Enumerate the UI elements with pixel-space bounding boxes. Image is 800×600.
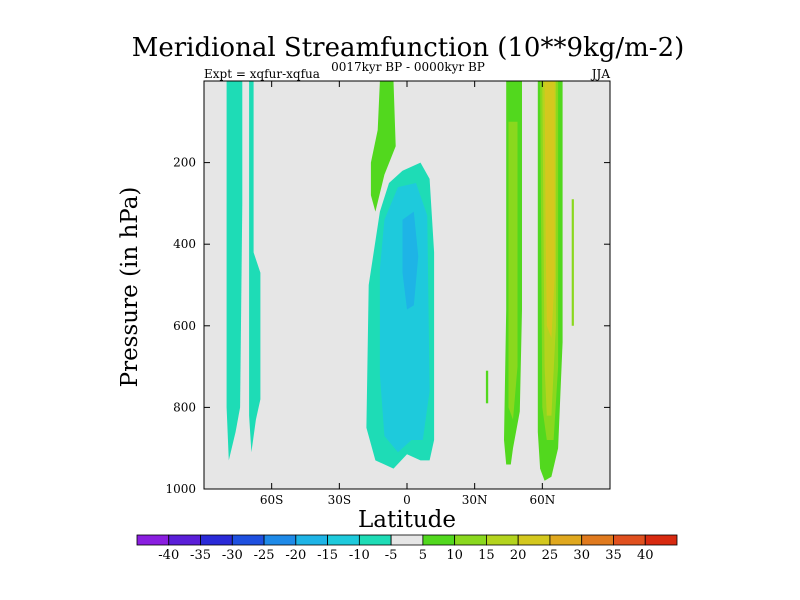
- colorbar-swatch: [486, 534, 519, 546]
- colorbar-swatch: [327, 534, 360, 546]
- chart-subtitle: 0017kyr BP - 0000kyr BP: [331, 60, 485, 74]
- nh-mid-specks: [485, 370, 489, 404]
- nh-outer-speck: [571, 199, 574, 326]
- chart-title: Meridional Streamfunction (10**9kg/m-2): [132, 33, 685, 63]
- x-tick-label: 60N: [529, 493, 555, 507]
- x-tick-label: 0: [403, 493, 411, 507]
- colorbar-label: 5: [419, 548, 427, 563]
- colorbar-label: -40: [158, 548, 179, 563]
- y-tick-label: 600: [173, 319, 196, 333]
- sh-polar-band: [226, 81, 243, 461]
- colorbar: -40 -35 -30 -25 -20 -15 -10 -5 5 10 15 20 25 30 35 40: [136, 534, 678, 563]
- colorbar-swatch: [581, 534, 614, 546]
- colorbar-swatch: [517, 534, 551, 546]
- x-axis-ticks: 60S 30S 0 30N 60N: [260, 81, 555, 507]
- colorbar-swatch: [136, 534, 170, 546]
- contour-regions: [226, 81, 574, 481]
- colorbar-label: 40: [637, 548, 654, 563]
- colorbar-swatch: [295, 534, 328, 546]
- sh-subpolar-band: [249, 81, 261, 453]
- colorbar-swatch: [390, 534, 424, 546]
- y-tick-label: 200: [173, 156, 196, 170]
- colorbar-label: -30: [222, 548, 243, 563]
- colorbar-swatch: [422, 534, 456, 546]
- x-tick-label: 30N: [462, 493, 488, 507]
- x-tick-label: 60S: [260, 493, 284, 507]
- nh-max-core: [544, 81, 555, 338]
- colorbar-label: -15: [317, 548, 338, 563]
- colorbar-label: -20: [285, 548, 306, 563]
- colorbar-label: 35: [605, 548, 622, 563]
- plot-area: 60S 30S 0 30N 60N 200 400 600 800 1000: [165, 80, 611, 507]
- season-label: JJA: [590, 67, 611, 81]
- y-axis-label: Pressure (in hPa): [117, 187, 143, 388]
- y-tick-label: 400: [173, 237, 196, 251]
- colorbar-label: 20: [510, 548, 527, 563]
- colorbar-label: -35: [190, 548, 211, 563]
- colorbar-swatch: [200, 534, 233, 546]
- equatorial-positive-tongue: [370, 81, 396, 212]
- y-tick-label: 800: [173, 400, 196, 414]
- nh-midlat-inner: [508, 121, 518, 420]
- colorbar-label: 25: [542, 548, 559, 563]
- colorbar-label: 10: [446, 548, 463, 563]
- colorbar-swatch: [454, 534, 487, 546]
- equatorial-core-cell: [402, 211, 419, 310]
- y-tick-label: 1000: [165, 482, 196, 496]
- colorbar-swatch: [168, 534, 201, 546]
- colorbar-label: -25: [254, 548, 275, 563]
- colorbar-swatch: [231, 534, 265, 546]
- colorbar-swatch: [358, 534, 392, 546]
- x-tick-label: 30S: [328, 493, 352, 507]
- experiment-label: Expt = xqfur-xqfua: [204, 67, 320, 81]
- y-axis-ticks: 200 400 600 800 1000: [165, 156, 610, 496]
- colorbar-swatch: [644, 534, 678, 546]
- colorbar-label: -5: [385, 548, 398, 563]
- colorbar-label: 30: [573, 548, 590, 563]
- x-axis-label: Latitude: [358, 507, 456, 533]
- colorbar-swatch: [613, 534, 646, 546]
- colorbar-swatch: [263, 534, 297, 546]
- colorbar-label: 15: [478, 548, 495, 563]
- colorbar-swatch: [549, 534, 583, 546]
- colorbar-label: -10: [349, 548, 370, 563]
